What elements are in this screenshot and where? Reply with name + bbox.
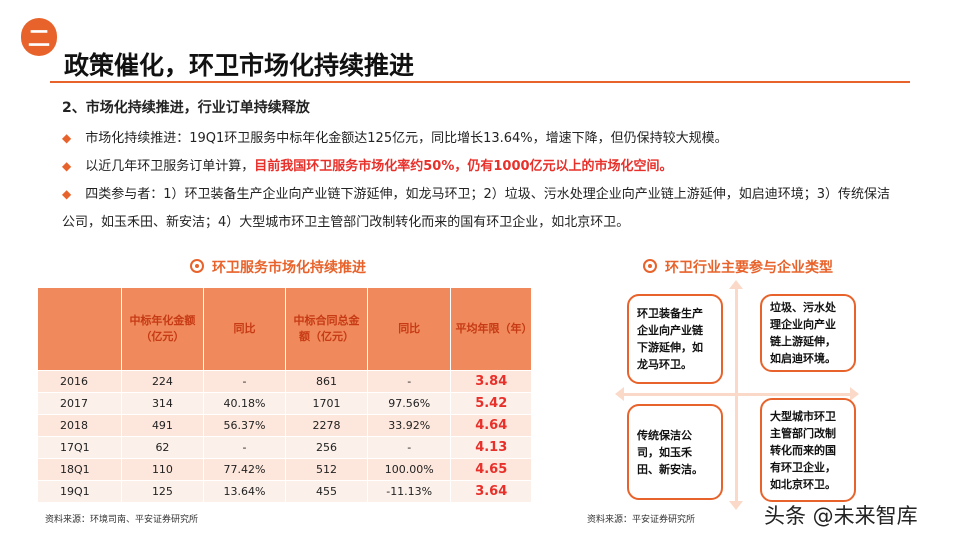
table-row: 17Q1 62 - 256 - 4.13 [38, 436, 532, 459]
table-cell: 2278 [285, 414, 368, 437]
target-icon [190, 259, 204, 273]
section-subheading: 2、市场化持续推进，行业订单持续释放 [62, 100, 310, 116]
table-cell-average-years: 4.64 [450, 414, 532, 437]
table-row: 19Q1 125 13.64% 455 -11.13% 3.64 [38, 480, 532, 502]
diamond-bullet-icon: ◆ [62, 187, 72, 201]
table-cell: 33.92% [367, 414, 452, 437]
market-data-table: 中标年化金额（亿元） 同比 中标合同总金额（亿元） 同比 平均年限（年） 201… [38, 288, 532, 502]
table-cell: 2016 [38, 370, 123, 393]
bullet-item: ◆ 市场化持续推进：19Q1环卫服务中标年化金额达125亿元，同比增长13.64%… [62, 124, 728, 153]
table-cell: 19Q1 [38, 480, 123, 502]
quadrant-cleaning-companies: 传统保洁公司，如玉禾田、新安洁。 [627, 404, 723, 500]
table-row: 2018 491 56.37% 2278 33.92% 4.64 [38, 414, 532, 437]
table-header-cell: 中标合同总金额（亿元） [285, 288, 368, 371]
table-cell: -11.13% [367, 480, 452, 502]
diamond-bullet-icon: ◆ [62, 159, 72, 173]
table-cell-average-years: 3.64 [450, 480, 532, 502]
bullet-highlight-text: 目前我国环卫服务市场化率约50%，仍有1000亿元以上的市场化空间。 [254, 159, 673, 174]
title-divider [50, 81, 910, 83]
table-cell: 100.00% [367, 458, 452, 481]
table-cell: 314 [121, 392, 204, 415]
table-cell: 18Q1 [38, 458, 123, 481]
table-cell: 2018 [38, 414, 123, 437]
table-header-cell: 同比 [203, 288, 287, 371]
page-title: 政策催化，环卫市场化持续推进 [64, 51, 415, 80]
arrow-down-icon [729, 501, 743, 510]
participant-types-diagram: 环卫装备生产企业向产业链下游延伸，如龙马环卫。 垃圾、污水处理企业向产业链上游延… [615, 280, 859, 510]
table-cell-average-years: 4.13 [450, 436, 532, 459]
table-cell: 110 [121, 458, 204, 481]
table-cell: - [203, 436, 287, 459]
table-cell-average-years: 4.65 [450, 458, 532, 481]
bullet-item: ◆ 四类参与者：1）环卫装备生产企业向产业链下游延伸，如龙马环卫；2）垃圾、污水处… [62, 180, 902, 237]
table-row: 2017 314 40.18% 1701 97.56% 5.42 [38, 392, 532, 415]
diamond-bullet-icon: ◆ [62, 131, 72, 145]
table-cell: 97.56% [367, 392, 452, 415]
table-cell: 2017 [38, 392, 123, 415]
table-cell: 40.18% [203, 392, 287, 415]
table-cell: 13.64% [203, 480, 287, 502]
table-cell: 1701 [285, 392, 368, 415]
table-cell: 125 [121, 480, 204, 502]
vertical-axis-arrow [735, 284, 738, 506]
arrow-up-icon [729, 280, 743, 289]
table-cell-average-years: 3.84 [450, 370, 532, 393]
diagram-source-note: 资料来源：平安证券研究所 [587, 515, 696, 525]
table-cell: 77.42% [203, 458, 287, 481]
table-cell: - [203, 370, 287, 393]
table-cell: 17Q1 [38, 436, 123, 459]
table-cell-average-years: 5.42 [450, 392, 532, 415]
table-row: 18Q1 110 77.42% 512 100.00% 4.65 [38, 458, 532, 481]
table-header-row: 中标年化金额（亿元） 同比 中标合同总金额（亿元） 同比 平均年限（年） [38, 288, 532, 371]
table-row: 2016 224 - 861 - 3.84 [38, 370, 532, 393]
table-header-cell: 平均年限（年） [450, 288, 532, 371]
table-cell: 512 [285, 458, 368, 481]
table-cell: 224 [121, 370, 204, 393]
table-caption: 环卫服务市场化持续推进 [190, 257, 366, 277]
table-cell: 455 [285, 480, 368, 502]
bullet-text: 以近几年环卫服务订单计算， [85, 159, 255, 174]
arrow-right-icon [850, 387, 859, 401]
table-cell: 56.37% [203, 414, 287, 437]
bullet-item: ◆ 以近几年环卫服务订单计算，目前我国环卫服务市场化率约50%，仍有1000亿元以… [62, 152, 673, 181]
quadrant-equipment-makers: 环卫装备生产企业向产业链下游延伸，如龙马环卫。 [627, 294, 723, 384]
quadrant-waste-treatment: 垃圾、污水处理企业向产业链上游延伸，如启迪环境。 [760, 294, 856, 372]
watermark: 头条 @未来智库 [764, 504, 918, 528]
section-badge: 二 [21, 18, 57, 56]
arrow-left-icon [615, 387, 624, 401]
table-header-cell: 中标年化金额（亿元） [121, 288, 204, 371]
bullet-text: 四类参与者：1）环卫装备生产企业向产业链下游延伸，如龙马环卫；2）垃圾、污水处理… [62, 187, 891, 230]
table-cell: - [367, 370, 452, 393]
table-cell: 256 [285, 436, 368, 459]
table-cell: 62 [121, 436, 204, 459]
target-icon [643, 259, 657, 273]
table-cell: 491 [121, 414, 204, 437]
bullet-text: 市场化持续推进：19Q1环卫服务中标年化金额达125亿元，同比增长13.64%，… [85, 131, 728, 146]
table-cell: 861 [285, 370, 368, 393]
table-source-note: 资料来源：环境司南、平安证券研究所 [45, 515, 199, 525]
table-header-cell: 同比 [367, 288, 452, 371]
diagram-caption: 环卫行业主要参与企业类型 [643, 257, 833, 277]
table-header-cell [38, 288, 123, 371]
quadrant-state-owned: 大型城市环卫主管部门改制转化而来的国有环卫企业，如北京环卫。 [760, 398, 856, 502]
table-cell: - [367, 436, 452, 459]
